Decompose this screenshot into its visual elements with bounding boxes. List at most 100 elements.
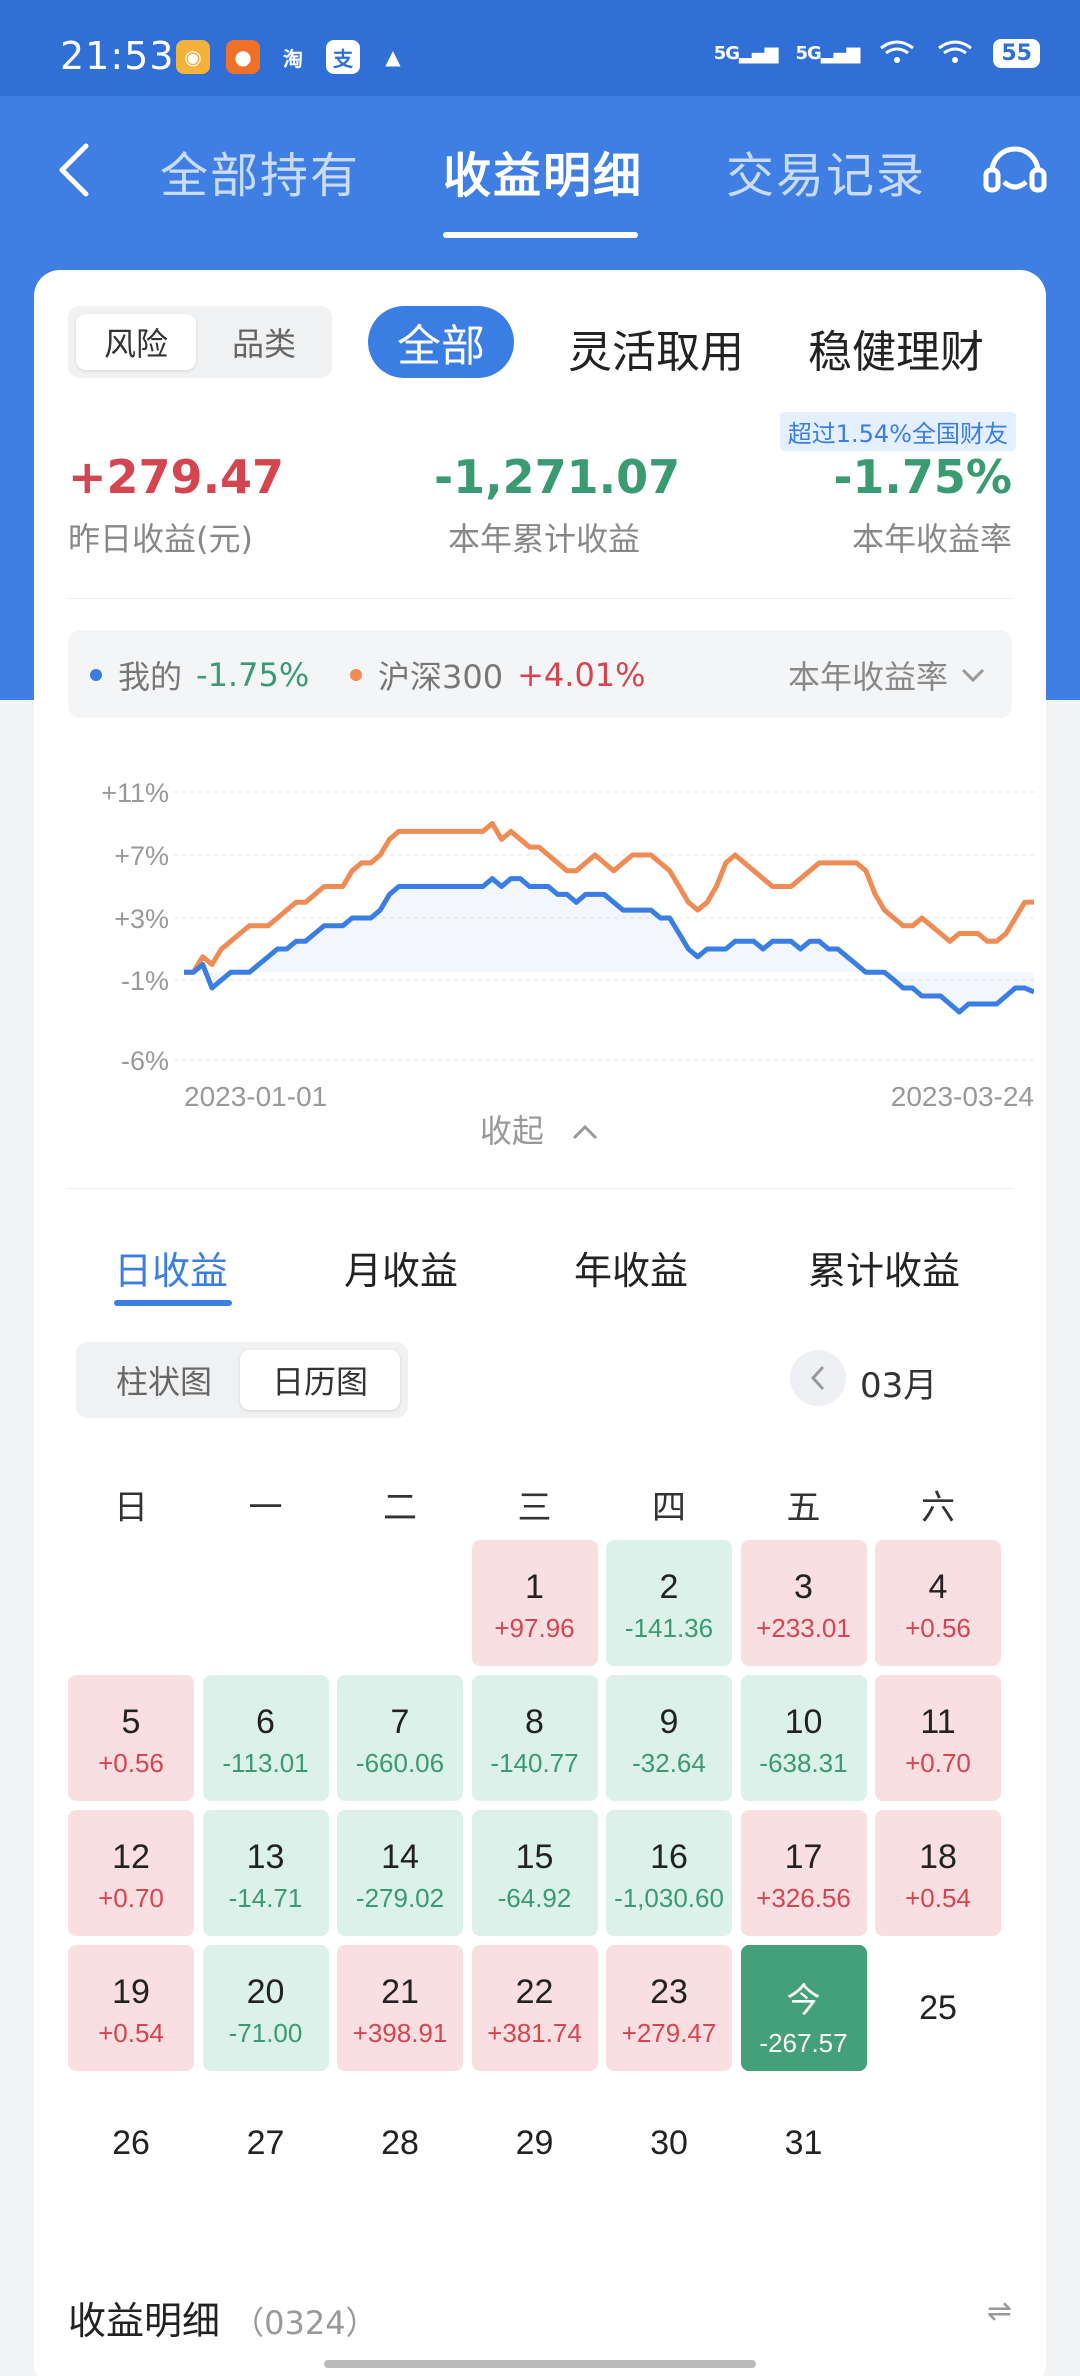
calendar-day-number: 30	[650, 2124, 688, 2162]
series-line-mine	[184, 876, 1035, 1015]
calendar-day[interactable]: 10 -638.31	[740, 1675, 867, 1801]
benchmark-dot-icon	[350, 669, 362, 681]
warning-icon: ▲	[376, 40, 410, 74]
segment-risk[interactable]: 风险	[76, 314, 196, 370]
tab-monthly-earnings[interactable]: 月收益	[344, 1249, 459, 1293]
legend-mine: 我的 -1.75%	[90, 652, 309, 698]
calendar-day-today[interactable]: 今 -267.57	[740, 1945, 867, 2071]
calendar-day-earnings: -638.31	[759, 1748, 848, 1778]
top-nav: 全部持有 收益明细 交易记录	[0, 96, 1080, 256]
y-tick-label: -6%	[121, 1046, 169, 1076]
calendar-day[interactable]: 3 +233.01	[740, 1540, 867, 1666]
calendar-day[interactable]: 2 -141.36	[606, 1540, 732, 1666]
month-label: 03月	[860, 1366, 938, 1406]
calendar-day[interactable]: 29	[472, 2080, 598, 2206]
y-tick-label: +11%	[101, 778, 169, 808]
tab-all-holdings[interactable]: 全部持有	[160, 148, 361, 204]
calendar-day[interactable]: 17 +326.56	[740, 1810, 867, 1936]
sort-toggle-icon[interactable]: ⇌	[986, 2294, 1012, 2329]
detail-date: （0324）	[232, 2304, 378, 2342]
calendar-day-number: 5	[121, 1703, 141, 1741]
calendar-day[interactable]: 5 +0.56	[68, 1675, 194, 1801]
calendar-day[interactable]: 1 +97.96	[471, 1540, 598, 1666]
earnings-detail-title: 收益明细 （0324）	[68, 2299, 378, 2343]
chevron-down-icon	[961, 668, 985, 683]
calendar-day[interactable]: 23 +279.47	[606, 1945, 732, 2071]
calendar-day-earnings: -1,030.60	[614, 1883, 724, 1913]
stat-yesterday: +279.47 昨日收益(元)	[68, 450, 284, 560]
weekday-label: 三	[517, 1488, 552, 1528]
calendar-day[interactable]: 18 +0.54	[875, 1810, 1001, 1936]
calendar-day[interactable]: 13 -14.71	[202, 1810, 329, 1936]
y-tick-label: -1%	[121, 966, 169, 996]
tab-earnings-detail[interactable]: 收益明细	[443, 148, 644, 204]
view-bar[interactable]: 柱状图	[115, 1363, 212, 1401]
mine-dot-icon	[90, 669, 102, 681]
calendar-day[interactable]: 14 -279.02	[337, 1810, 463, 1936]
calendar-day-earnings: +0.56	[905, 1613, 971, 1643]
legend-benchmark-value: +4.01%	[517, 656, 646, 694]
calendar-day[interactable]: 31	[741, 2080, 867, 2206]
calendar-day[interactable]: 26	[68, 2080, 194, 2206]
segment-category[interactable]: 品类	[231, 325, 296, 363]
calendar-day[interactable]: 9 -32.64	[606, 1675, 732, 1801]
calendar-day-number: 2	[659, 1568, 679, 1606]
calendar-day-number: 11	[920, 1703, 956, 1741]
calendar-day[interactable]: 20 -71.00	[202, 1945, 329, 2071]
calendar-day[interactable]: 30	[606, 2080, 732, 2206]
calendar-day-earnings: -140.77	[490, 1748, 579, 1778]
alipay-icon: 支	[326, 40, 360, 74]
calendar-day[interactable]: 15 -64.92	[471, 1810, 598, 1936]
calendar-day-number: 10	[784, 1703, 823, 1741]
return-chart-svg: +11% +7% +3% -1% -6% 2023-01-01 2023-03-24	[101, 778, 1035, 1112]
view-segment: 柱状图 日历图	[76, 1342, 408, 1418]
back-arrow-icon[interactable]	[52, 140, 96, 200]
tab-yearly-earnings[interactable]: 年收益	[574, 1249, 689, 1293]
view-calendar[interactable]: 日历图	[240, 1350, 400, 1410]
calendar-day[interactable]: 22 +381.74	[471, 1945, 598, 2071]
calendar-day[interactable]: 11 +0.70	[875, 1675, 1001, 1801]
tab-daily-earnings[interactable]: 日收益	[114, 1249, 229, 1293]
calendar-day[interactable]: 21 +398.91	[337, 1945, 463, 2071]
customer-service-icon[interactable]	[980, 136, 1050, 206]
legend-benchmark: 沪深300 +4.01%	[350, 652, 646, 698]
y-tick-label: +3%	[114, 904, 169, 934]
calendar-day[interactable]: 8 -140.77	[471, 1675, 598, 1801]
calendar-day[interactable]: 27	[203, 2080, 329, 2206]
status-indicators: 5G▂▄▆ 5G▂▄▆ 55	[714, 38, 1040, 68]
month-prev-button[interactable]	[790, 1350, 846, 1406]
signal-2-icon: 5G▂▄▆	[795, 42, 861, 64]
category-steady[interactable]: 稳健理财	[808, 327, 984, 378]
calendar-day[interactable]: 25	[875, 1945, 1001, 2071]
calendar-day-number: 13	[246, 1838, 285, 1876]
calendar-day[interactable]: 28	[337, 2080, 463, 2206]
calendar-day-number: 28	[381, 2124, 419, 2162]
app-1-icon: ◉	[176, 40, 210, 74]
calendar-day-earnings: +0.56	[98, 1748, 164, 1778]
calendar-day-number: 9	[659, 1703, 679, 1741]
wifi-plus-icon	[880, 40, 915, 63]
calendar-day[interactable]: 19 +0.54	[68, 1945, 194, 2071]
calendar-day-earnings: +0.54	[905, 1883, 971, 1913]
metric-selector[interactable]: 本年收益率	[788, 652, 986, 698]
calendar-day-earnings: -660.06	[355, 1748, 445, 1778]
calendar-day[interactable]: 6 -113.01	[202, 1675, 329, 1801]
calendar-day-number: 25	[919, 1989, 957, 2027]
collapse-toggle[interactable]: 收起	[34, 1106, 1046, 1152]
tab-cumulative-earnings[interactable]: 累计收益	[808, 1249, 961, 1293]
calendar-day-number: 17	[784, 1838, 823, 1876]
calendar-day-number: 23	[650, 1973, 688, 2011]
calendar-day[interactable]: 16 -1,030.60	[606, 1810, 732, 1936]
category-flexible[interactable]: 灵活取用	[568, 327, 744, 378]
yesterday-earnings-value: +279.47	[68, 450, 285, 504]
category-all[interactable]: 全部	[368, 306, 514, 378]
calendar-day[interactable]: 12 +0.70	[68, 1810, 194, 1936]
chevron-up-icon	[573, 1124, 598, 1140]
calendar-day-number: 31	[784, 2124, 823, 2162]
calendar-day[interactable]: 7 -660.06	[337, 1675, 463, 1801]
calendar-day[interactable]: 4 +0.56	[875, 1540, 1001, 1666]
calendar-day-number: 19	[112, 1973, 150, 2011]
calendar-day-number: 14	[381, 1838, 419, 1876]
tab-transactions[interactable]: 交易记录	[726, 148, 927, 204]
calendar-day-number: 20	[246, 1973, 285, 2011]
